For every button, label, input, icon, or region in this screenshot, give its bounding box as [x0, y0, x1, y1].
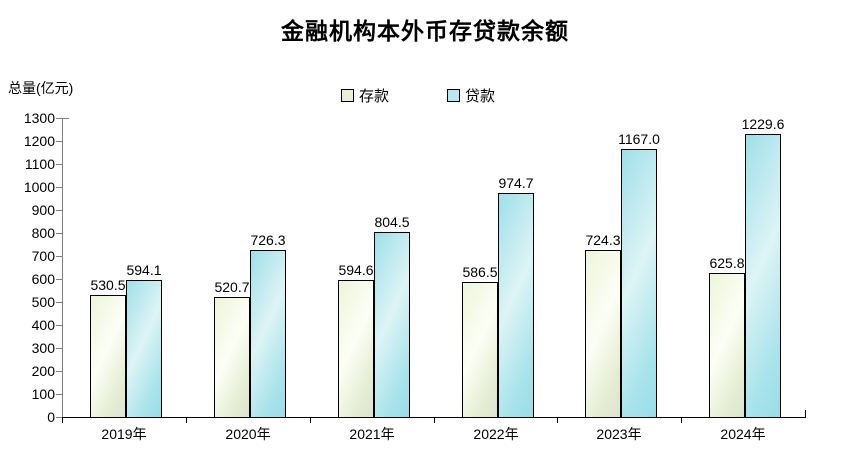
loans-swatch-icon — [447, 89, 461, 102]
y-tick-mark — [56, 233, 62, 234]
bar-deposits — [585, 250, 621, 418]
value-label: 594.1 — [126, 262, 162, 278]
y-tick-mark — [56, 164, 62, 165]
y-tick-mark — [56, 302, 62, 303]
chart-title: 金融机构本外币存贷款余额 — [281, 18, 569, 44]
y-axis-top-stub — [62, 118, 69, 119]
x-axis-end-stub — [805, 410, 806, 417]
y-tick-mark — [56, 210, 62, 211]
x-tick-mark — [310, 417, 311, 423]
y-tick-mark — [56, 371, 62, 372]
bar-loans — [126, 280, 162, 418]
value-label: 594.6 — [338, 262, 374, 278]
y-tick-label: 1300 — [23, 110, 55, 126]
legend: 存款 贷款 — [341, 85, 495, 106]
y-tick-label: 100 — [31, 386, 55, 402]
value-label: 586.5 — [462, 264, 498, 280]
value-label: 726.3 — [250, 232, 286, 248]
legend-item-loans: 贷款 — [447, 85, 495, 106]
bar-loans — [374, 232, 410, 418]
x-tick-mark — [557, 417, 558, 423]
y-tick-label: 1000 — [23, 179, 55, 195]
category-label: 2023年 — [596, 426, 642, 442]
bar-deposits — [462, 282, 498, 418]
y-tick-label: 800 — [31, 225, 55, 241]
category-label: 2019年 — [101, 426, 147, 442]
y-tick-label: 300 — [31, 340, 55, 356]
y-tick-label: 600 — [31, 271, 55, 287]
y-tick-mark — [56, 279, 62, 280]
bar-loans — [250, 250, 286, 418]
category-label: 2022年 — [473, 426, 519, 442]
y-tick-label: 700 — [31, 248, 55, 264]
y-tick-mark — [56, 118, 62, 119]
bar-loans — [621, 149, 657, 418]
y-tick-mark — [56, 141, 62, 142]
x-tick-mark — [62, 417, 63, 423]
y-tick-label: 0 — [47, 409, 55, 425]
value-label: 1167.0 — [618, 131, 660, 147]
legend-label-loans: 贷款 — [465, 88, 496, 105]
bar-deposits — [709, 273, 745, 418]
y-axis-line — [62, 118, 63, 417]
value-label: 724.3 — [585, 232, 621, 248]
bar-deposits — [338, 280, 374, 418]
bar-deposits — [90, 295, 126, 418]
value-label: 974.7 — [498, 175, 534, 191]
y-tick-label: 400 — [31, 317, 55, 333]
x-tick-mark — [434, 417, 435, 423]
x-tick-mark — [681, 417, 682, 423]
bar-loans — [745, 134, 781, 418]
value-label: 520.7 — [214, 279, 250, 295]
bar-loans — [498, 193, 534, 418]
y-tick-mark — [56, 417, 62, 418]
y-tick-mark — [56, 187, 62, 188]
y-tick-label: 500 — [31, 294, 55, 310]
y-tick-mark — [56, 348, 62, 349]
y-tick-mark — [56, 325, 62, 326]
value-label: 1229.6 — [741, 116, 785, 132]
category-label: 2020年 — [225, 426, 271, 442]
category-label: 2021年 — [349, 426, 395, 442]
x-tick-mark — [186, 417, 187, 423]
legend-label-deposits: 存款 — [359, 88, 390, 105]
y-tick-label: 1100 — [24, 156, 55, 172]
y-tick-mark — [56, 256, 62, 257]
bar-deposits — [214, 297, 250, 418]
y-tick-label: 200 — [31, 363, 55, 379]
legend-item-deposits: 存款 — [341, 85, 389, 106]
y-axis-title: 总量(亿元) — [8, 80, 74, 96]
category-label: 2024年 — [720, 426, 766, 442]
value-label: 625.8 — [709, 255, 745, 271]
value-label: 804.5 — [374, 214, 410, 230]
deposits-swatch-icon — [341, 89, 354, 102]
value-label: 530.5 — [90, 277, 126, 293]
y-tick-label: 1200 — [23, 133, 55, 149]
y-tick-mark — [56, 394, 62, 395]
y-tick-label: 900 — [31, 202, 55, 218]
